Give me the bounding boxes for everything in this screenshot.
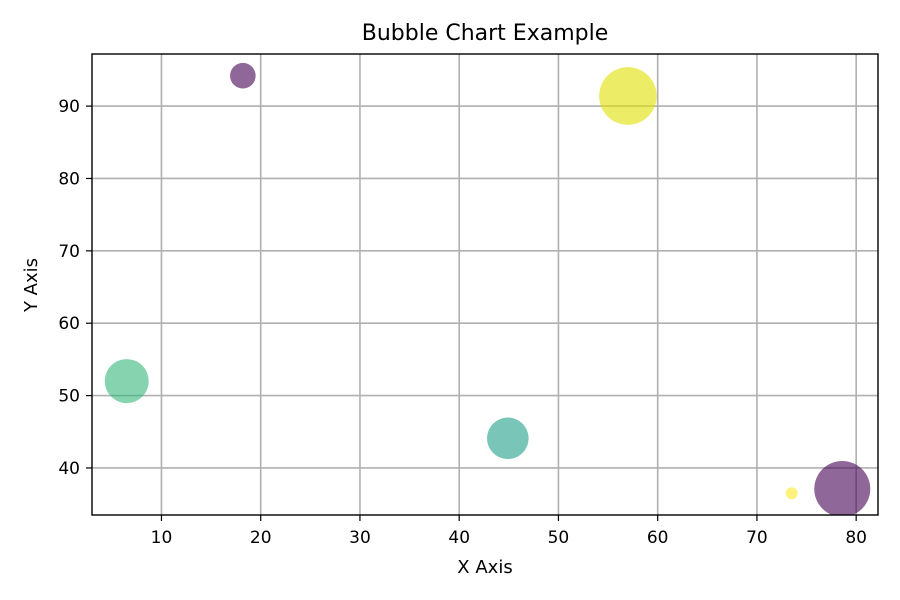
y-tick-label: 70	[58, 242, 80, 262]
bubble	[814, 460, 871, 515]
x-tick-label: 10	[151, 528, 173, 548]
bubble	[487, 417, 529, 460]
y-tick-label: 80	[58, 169, 80, 189]
bubble	[785, 487, 798, 500]
x-axis-label: X Axis	[457, 557, 512, 578]
bubble	[599, 67, 657, 125]
bubble	[230, 62, 256, 89]
chart-title: Bubble Chart Example	[362, 21, 609, 46]
plot-frame	[91, 53, 879, 516]
x-tick-label: 60	[647, 528, 669, 548]
x-tick-label: 50	[548, 528, 570, 548]
bubbles	[104, 62, 871, 515]
grid-lines	[92, 54, 878, 515]
y-tick-label: 90	[58, 97, 80, 117]
tick-marks: 10 20 30 40 50 60 70 80 40 50 60 70 80 90	[58, 97, 867, 548]
x-tick-label: 20	[250, 528, 272, 548]
y-axis-label: Y Axis	[21, 258, 42, 313]
y-tick-label: 40	[58, 459, 80, 479]
bubble	[104, 359, 149, 404]
y-tick-label: 50	[58, 387, 80, 407]
x-tick-label: 40	[448, 528, 470, 548]
x-tick-label: 80	[845, 528, 867, 548]
x-tick-label: 30	[349, 528, 371, 548]
y-tick-label: 60	[58, 314, 80, 334]
x-tick-label: 70	[746, 528, 768, 548]
